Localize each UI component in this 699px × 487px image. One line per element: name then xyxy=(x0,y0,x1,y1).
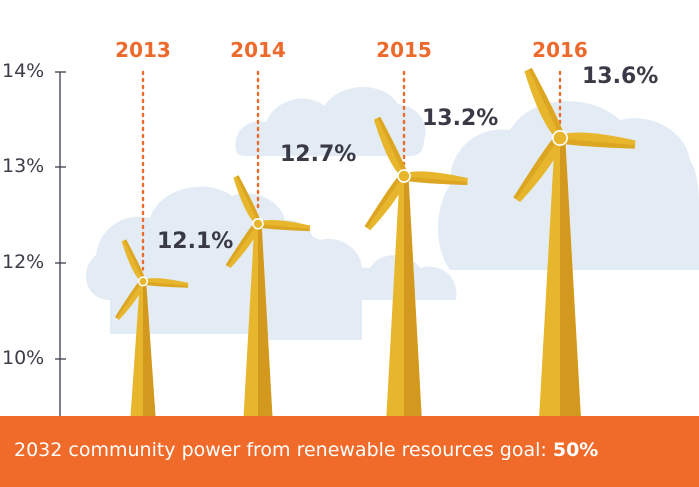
turbine-tower-shade xyxy=(560,138,581,416)
turbine-blade-shade xyxy=(513,134,560,200)
data-label: 12.7% xyxy=(280,141,357,167)
turbine-bar xyxy=(513,67,636,416)
data-label: 13.2% xyxy=(422,106,499,131)
turbine-blade-shade xyxy=(225,221,258,267)
turbine-tower-shade xyxy=(258,223,273,416)
y-tick-label: 10% xyxy=(2,347,45,369)
x-tick-label: 2015 xyxy=(376,38,432,62)
y-tick-label: 13% xyxy=(2,155,45,177)
turbine-blade-shade xyxy=(115,279,143,319)
turbine-bar xyxy=(115,239,189,416)
turbine-hub xyxy=(397,169,411,183)
cloud-shape xyxy=(245,234,362,340)
turbine-hub xyxy=(137,276,149,287)
turbine-blade-shade xyxy=(124,239,146,282)
year-guides xyxy=(141,70,562,271)
footer-goal-value: 50% xyxy=(552,439,599,461)
turbine-blade-shade xyxy=(559,138,636,149)
x-tick-label: 2013 xyxy=(115,38,171,62)
turbine-blade-shade xyxy=(142,281,189,288)
x-tick-label: 2016 xyxy=(532,38,588,62)
footer-text: 2032 community power from renewable reso… xyxy=(14,439,598,461)
turbine-blade-shade xyxy=(403,176,468,186)
cloud-background xyxy=(85,86,699,340)
turbine-blade-shade xyxy=(528,67,565,138)
cloud-shape xyxy=(235,86,426,156)
y-tick-label: 12% xyxy=(2,251,45,273)
turbine-bar xyxy=(225,175,311,416)
data-label: 12.1% xyxy=(157,229,234,255)
turbine-tower-shade xyxy=(404,176,422,416)
y-tick-label: 14% xyxy=(2,60,45,82)
turbine-tower-shade xyxy=(143,281,156,416)
x-tick-label: 2014 xyxy=(230,38,286,62)
turbine-blade-shade xyxy=(377,116,409,176)
turbine-bar xyxy=(364,116,468,416)
turbine-blade-shade xyxy=(236,175,262,224)
y-axis-ticks xyxy=(55,71,66,360)
data-label: 13.6% xyxy=(582,64,659,89)
turbine-hub xyxy=(252,218,264,230)
footer-goal-text: 2032 community power from renewable reso… xyxy=(14,439,547,461)
turbine-blade-shade xyxy=(257,224,310,232)
turbine-blade-shade xyxy=(364,173,404,228)
footer-banner: 2032 community power from renewable reso… xyxy=(0,416,699,487)
turbine-hub xyxy=(552,130,568,146)
turbines xyxy=(115,67,636,416)
